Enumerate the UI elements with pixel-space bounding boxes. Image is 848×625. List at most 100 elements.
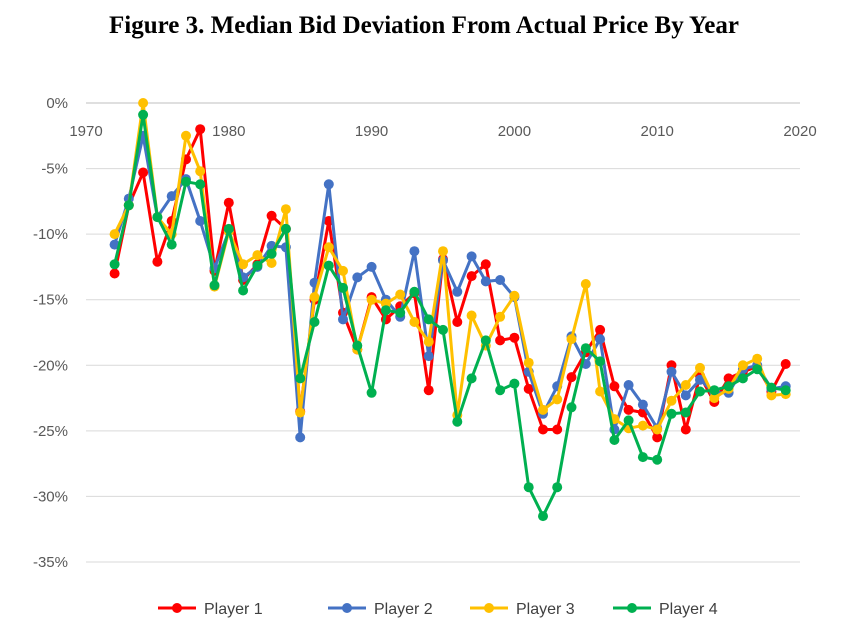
data-point	[295, 432, 306, 443]
data-point	[238, 285, 249, 296]
data-point	[695, 362, 705, 373]
data-point	[523, 383, 534, 394]
data-point	[409, 246, 420, 257]
legend-label: Player 3	[516, 601, 575, 618]
series-group	[109, 98, 791, 522]
data-point	[395, 307, 406, 318]
data-point	[309, 317, 320, 327]
legend-item-3: Player 3	[470, 601, 575, 618]
data-point	[152, 212, 163, 223]
data-point	[166, 239, 177, 250]
data-point	[452, 317, 463, 327]
data-point	[152, 256, 163, 267]
data-point	[580, 279, 591, 289]
x-tick-label: 2000	[498, 123, 531, 140]
data-point	[252, 260, 263, 271]
data-point	[780, 359, 791, 369]
data-point	[666, 395, 677, 406]
data-point	[252, 250, 263, 261]
series-4	[109, 109, 791, 522]
legend-item-1: Player 1	[158, 601, 263, 618]
data-point	[552, 394, 563, 405]
data-point	[680, 380, 691, 390]
y-tick-label: -15%	[33, 292, 68, 309]
data-point	[109, 268, 120, 279]
data-point	[452, 286, 463, 297]
data-point	[366, 261, 377, 272]
data-point	[666, 408, 677, 419]
data-point	[538, 424, 548, 435]
data-point	[695, 386, 705, 397]
data-point	[737, 360, 748, 371]
data-point	[538, 404, 548, 415]
data-point	[266, 258, 277, 268]
y-tick-label: -35%	[33, 554, 68, 571]
legend-label: Player 2	[374, 601, 433, 618]
data-point	[352, 272, 363, 283]
legend-marker	[172, 603, 182, 613]
data-point	[123, 200, 134, 211]
data-point	[609, 381, 620, 392]
data-point	[338, 282, 348, 293]
data-point	[480, 276, 491, 287]
data-point	[338, 314, 348, 325]
data-point	[637, 452, 648, 463]
data-point	[195, 166, 206, 177]
x-tick-label: 2010	[641, 123, 674, 140]
axes: 0% -5% -10% -15% -20% -25% -30% -35% 1970 1980 199…	[33, 95, 817, 571]
y-tick-label: -5%	[41, 161, 68, 178]
data-point	[523, 482, 534, 493]
data-point	[295, 407, 306, 418]
data-point	[509, 378, 520, 389]
data-point	[695, 374, 705, 385]
data-point	[109, 229, 120, 240]
data-point	[580, 343, 591, 354]
legend-item-2: Player 2	[328, 601, 433, 618]
y-tick-label: -20%	[33, 357, 68, 374]
legend-marker	[627, 603, 637, 613]
legend-label: Player 1	[204, 601, 263, 618]
data-point	[109, 239, 120, 250]
data-point	[495, 385, 506, 396]
data-point	[509, 332, 520, 343]
data-point	[223, 223, 234, 234]
data-point	[181, 130, 191, 141]
data-point	[352, 340, 363, 351]
data-point	[623, 415, 634, 426]
data-point	[495, 335, 506, 346]
data-point	[395, 289, 406, 300]
data-point	[438, 324, 448, 335]
y-tick-label: 0%	[46, 95, 68, 112]
data-point	[266, 210, 277, 221]
data-point	[595, 324, 606, 335]
data-point	[538, 511, 548, 522]
x-tick-label: 2020	[783, 123, 816, 140]
data-point	[138, 98, 149, 108]
legend-marker	[342, 603, 352, 613]
data-point	[680, 424, 691, 435]
data-point	[652, 454, 663, 465]
data-point	[323, 179, 334, 190]
data-point	[637, 420, 648, 431]
data-point	[195, 124, 206, 135]
data-point	[438, 246, 448, 257]
data-point	[680, 390, 691, 401]
data-point	[109, 259, 120, 270]
data-point	[680, 407, 691, 418]
y-tick-label: -30%	[33, 488, 68, 505]
data-point	[323, 242, 334, 253]
data-point	[423, 385, 434, 396]
data-point	[780, 385, 791, 396]
data-point	[723, 381, 734, 392]
legend-item-4: Player 4	[613, 601, 718, 618]
data-point	[295, 373, 306, 384]
data-point	[466, 271, 477, 282]
data-point	[766, 390, 777, 401]
x-tick-label: 1990	[355, 123, 388, 140]
data-point	[652, 432, 663, 443]
data-point	[181, 176, 191, 187]
series-3	[109, 98, 791, 435]
data-point	[209, 280, 220, 291]
data-point	[595, 334, 606, 345]
data-point	[552, 482, 563, 493]
